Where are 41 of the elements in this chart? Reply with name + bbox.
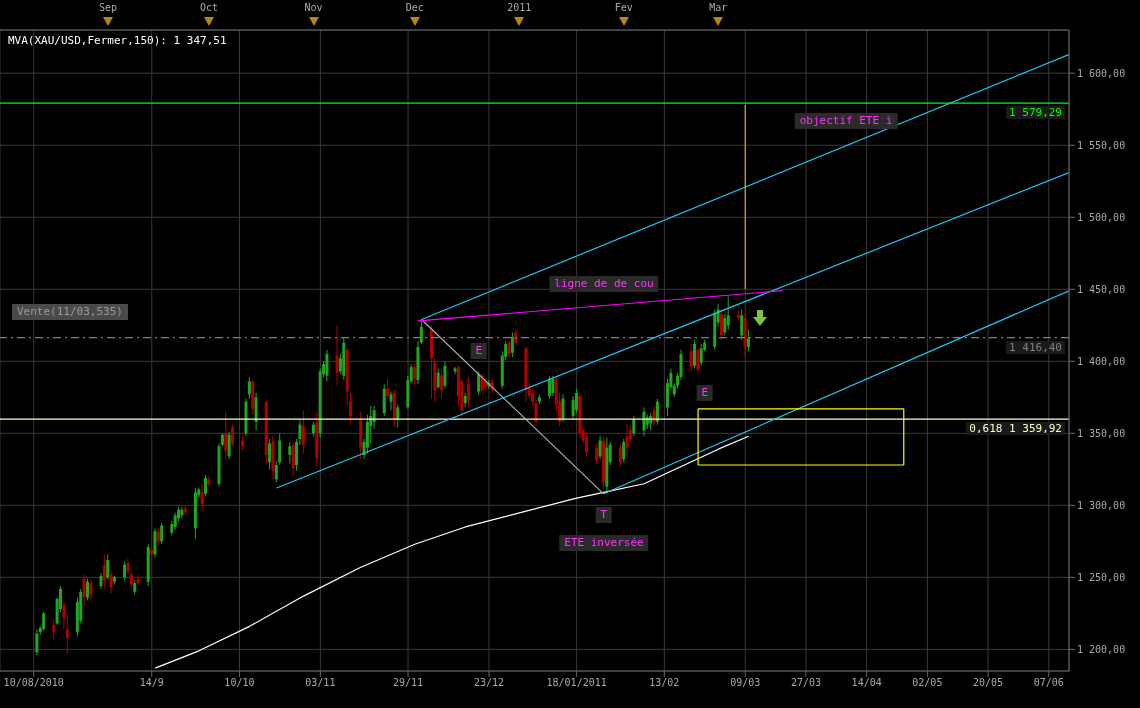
annotation: ETE inversée: [559, 535, 649, 551]
ref-line-label: 1 579,29: [1006, 106, 1065, 120]
ref-line-label: 1 416,40: [1006, 340, 1065, 354]
annotation: E: [470, 343, 488, 360]
x2-tick-label: Oct: [200, 2, 219, 14]
ref-line-label: 0,618 1 359,92: [966, 422, 1065, 436]
y-tick-label: 1 350,00: [1077, 427, 1126, 439]
x2-tick-label: Sep: [98, 2, 117, 14]
x-tick-label: 09/03: [730, 677, 761, 689]
x2-tick-label: Mar: [709, 2, 728, 14]
x-tick-label: 10/10: [224, 677, 255, 689]
x2-tick-label: Fev: [614, 2, 633, 14]
x-tick-label: 18/01/2011: [546, 677, 607, 689]
x2-tick-label: 2011: [507, 2, 532, 14]
x-tick-label: 13/02: [649, 677, 680, 689]
y-tick-label: 1 200,00: [1077, 643, 1126, 655]
x-tick-label: 23/12: [473, 677, 505, 689]
y-tick-label: 1 400,00: [1077, 355, 1126, 367]
y-tick-label: 1 250,00: [1077, 571, 1126, 583]
x-tick-label: 29/11: [392, 677, 424, 689]
x2-tick-label: Dec: [405, 2, 424, 14]
annotation: T: [595, 507, 612, 524]
y-tick-label: 1 500,00: [1077, 211, 1126, 223]
y-tick-label: 1 300,00: [1077, 499, 1126, 511]
x-tick-label: 14/9: [139, 677, 164, 689]
x2-tick-label: Nov: [304, 2, 323, 14]
x-tick-label: 20/05: [973, 677, 1004, 689]
x-tick-label: 27/03: [790, 677, 822, 689]
x-tick-label: 02/05: [912, 677, 943, 689]
x-tick-label: 07/06: [1033, 677, 1064, 689]
y-tick-label: 1 550,00: [1077, 139, 1126, 151]
annotation: E: [696, 384, 714, 401]
annotation: Vente(11/03,535): [12, 304, 128, 320]
x-tick-label: 03/11: [305, 677, 336, 689]
annotation: objectif ETE i: [794, 113, 898, 129]
annotation: ligne de de cou: [549, 276, 659, 292]
y-tick-label: 1 450,00: [1077, 283, 1126, 295]
x-tick-label: 14/04: [851, 677, 882, 689]
y-tick-label: 1 600,00: [1077, 67, 1126, 79]
x-tick-label: 10/08/2010: [3, 677, 64, 689]
text: MVA(XAU/USD,Fermer,150): 1 347,51: [8, 34, 227, 47]
